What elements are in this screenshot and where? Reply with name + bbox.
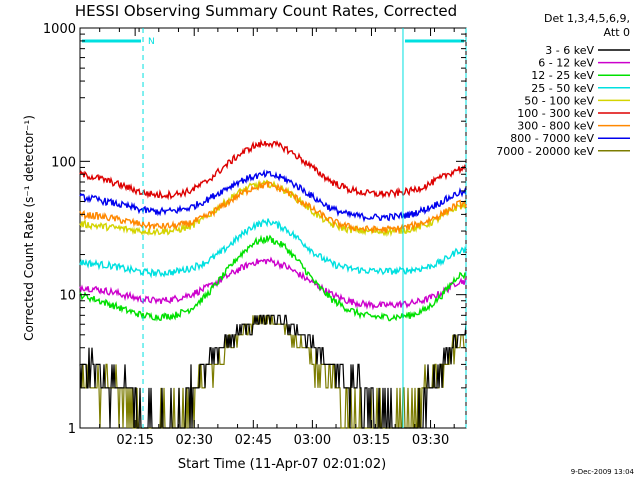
x-tick-label: 02:30 <box>175 433 212 448</box>
series-line <box>80 314 466 429</box>
legend-header-line2: Att 0 <box>604 26 630 39</box>
legend-label: 6 - 12 keV <box>538 57 594 70</box>
series-line <box>79 314 467 429</box>
legend-label: 25 - 50 keV <box>531 82 594 95</box>
x-tick-label: 02:15 <box>116 433 153 448</box>
series-line <box>79 138 467 201</box>
legend-header-line1: Det 1,3,4,5,6,9, <box>544 12 630 25</box>
legend-label: 50 - 100 keV <box>524 94 594 107</box>
plot-area: N <box>79 27 467 429</box>
legend-label: 12 - 25 keV <box>531 69 594 82</box>
x-axis-label: Start Time (11-Apr-07 02:01:02) <box>178 457 386 472</box>
series-12-25-kev <box>79 234 467 322</box>
series-line <box>79 180 467 235</box>
series-800-7000-kev <box>79 169 467 223</box>
y-tick-label: 1000 <box>43 22 76 37</box>
series-25-50-kev <box>79 218 467 279</box>
series-line <box>79 256 467 311</box>
night-bar-label: N <box>148 37 155 47</box>
x-tick-label: 02:45 <box>235 433 272 448</box>
x-tick-label: 03:30 <box>412 433 449 448</box>
y-tick-label: 10 <box>59 289 76 304</box>
series-7000-20000-kev <box>80 314 466 429</box>
chart-title: HESSI Observing Summary Count Rates, Cor… <box>75 2 457 20</box>
series-line <box>79 234 467 322</box>
series-300-800-kev <box>79 180 467 235</box>
y-axis: 1 10 100 1000 <box>43 22 466 437</box>
series-line <box>79 169 467 223</box>
y-axis-label: Corrected Count Rate (s⁻¹ detector⁻¹) <box>22 115 36 341</box>
y-tick-label: 1 <box>68 422 76 437</box>
legend-label: 300 - 800 keV <box>517 120 594 133</box>
legend-label: 7000 - 20000 keV <box>496 145 594 158</box>
footer-timestamp: 9-Dec-2009 13:04 <box>571 468 635 476</box>
legend-label: 3 - 6 keV <box>545 44 594 57</box>
y-tick-label: 100 <box>51 155 76 170</box>
series-3-6-kev <box>79 314 467 429</box>
x-tick-label: 03:15 <box>353 433 390 448</box>
x-tick-label: 03:00 <box>294 433 331 448</box>
legend-label: 100 - 300 keV <box>517 107 594 120</box>
legend-label: 800 - 7000 keV <box>510 132 594 145</box>
series-100-300-kev <box>79 138 467 201</box>
series-line <box>79 218 467 279</box>
x-axis: 02:15 02:30 02:45 03:00 03:15 03:30 <box>79 28 455 448</box>
series-6-12-kev <box>79 256 467 311</box>
